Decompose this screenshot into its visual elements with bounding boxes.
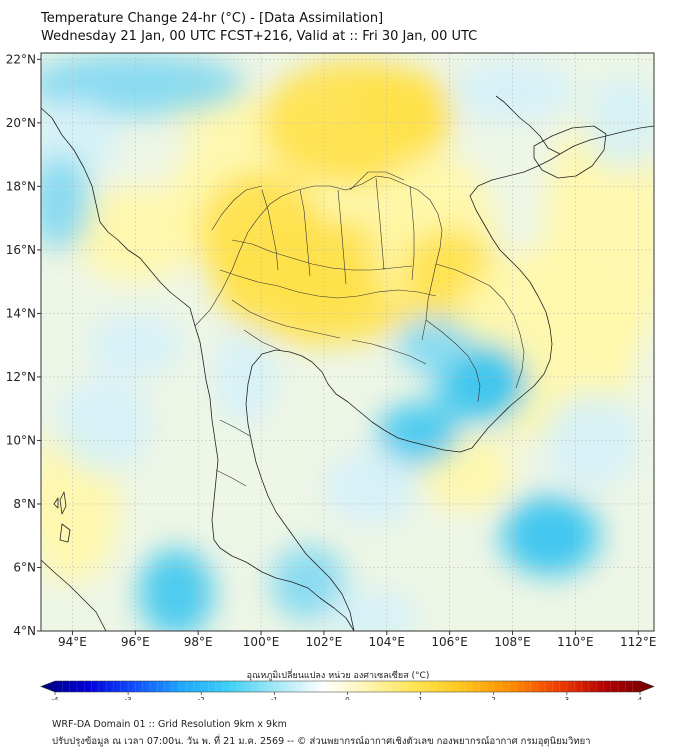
- field-core: [455, 364, 507, 403]
- field-patch: [41, 154, 92, 250]
- field-patch: [584, 75, 654, 171]
- colorbar-tick-label: -4: [52, 696, 60, 700]
- y-tick-label: 18°N: [6, 179, 36, 193]
- y-tick-label: 22°N: [6, 52, 36, 66]
- y-tick-label: 12°N: [6, 370, 36, 384]
- field-patch: [543, 392, 639, 489]
- colorbar-title: อุณหภูมิเปลี่ยนแปลง หน่วย องศาเซลเซียส (…: [246, 671, 430, 681]
- chart-subtitle: Wednesday 21 Jan, 00 UTC FCST+216, Valid…: [41, 29, 478, 44]
- x-tick-label: 98°E: [184, 635, 213, 649]
- field-patch: [270, 545, 346, 622]
- y-tick-label: 14°N: [6, 306, 36, 320]
- x-tick-label: 96°E: [121, 635, 150, 649]
- temperature-field: [41, 53, 654, 631]
- field-patch: [56, 376, 152, 473]
- colorbar-tick-label: 0: [345, 696, 349, 700]
- y-tick-label: 6°N: [13, 560, 36, 574]
- province-borders: [194, 171, 525, 487]
- x-tick-label: 102°E: [306, 635, 343, 649]
- y-tick-label: 20°N: [6, 116, 36, 130]
- chart-title: Temperature Change 24-hr (°C) - [Data As…: [41, 11, 384, 26]
- x-tick-label: 106°E: [431, 635, 468, 649]
- field-patch: [396, 316, 472, 374]
- colorbar-tick-label: 4: [638, 696, 643, 700]
- x-tick-label: 104°E: [369, 635, 406, 649]
- field-patch: [138, 548, 214, 631]
- field-core: [525, 516, 576, 555]
- field-patch: [41, 53, 246, 117]
- y-tick-label: 10°N: [6, 433, 36, 447]
- lat-lon-grid: [41, 53, 654, 631]
- field-patch: [323, 449, 419, 527]
- x-tick-label: 110°E: [557, 635, 594, 649]
- field-patch: [323, 589, 419, 631]
- x-tick-label: 112°E: [620, 635, 657, 649]
- x-tick-label: 100°E: [243, 635, 280, 649]
- longitude-labels: 94°E 96°E 98°E 100°E 102°E 104°E 106°E 108°E 110…: [58, 631, 657, 649]
- y-tick-label: 16°N: [6, 243, 36, 257]
- field-patch: [377, 402, 460, 466]
- x-tick-label: 108°E: [494, 635, 531, 649]
- temperature-change-map: 94°E 96°E 98°E 100°E 102°E 104°E 106°E 108°E 110…: [6, 52, 657, 700]
- colorbar-tick-label: 2: [492, 696, 496, 700]
- footer-model-info: WRF-DA Domain 01 :: Grid Resolution 9km …: [52, 719, 287, 730]
- y-tick-label: 4°N: [13, 624, 36, 638]
- field-patch: [543, 107, 654, 362]
- colorbar-tick-label: -1: [271, 696, 278, 700]
- map-frame: [40, 52, 655, 632]
- field-core: [295, 272, 353, 304]
- field-patch: [352, 68, 453, 146]
- field-patch: [449, 59, 576, 123]
- latitude-labels: 4°N 6°N 8°N 10°N 12°N 14°N 16°N 18°N 20°N 22°N: [6, 52, 41, 638]
- y-tick-label: 8°N: [13, 497, 36, 511]
- colorbar-tick-label: 3: [565, 696, 569, 700]
- footer-credit: ปรับปรุงข้อมูล ณ เวลา 07:00น. วัน พ. ที่…: [52, 736, 591, 747]
- colorbar-tick-label: -3: [125, 696, 132, 700]
- colorbar: -4 -3 -2 -1 0 1 2 3 4: [40, 680, 655, 700]
- coastlines: [41, 95, 654, 631]
- x-tick-label: 94°E: [58, 635, 87, 649]
- colorbar-tick-label: -2: [198, 696, 205, 700]
- colorbar-tick-label: 1: [418, 696, 422, 700]
